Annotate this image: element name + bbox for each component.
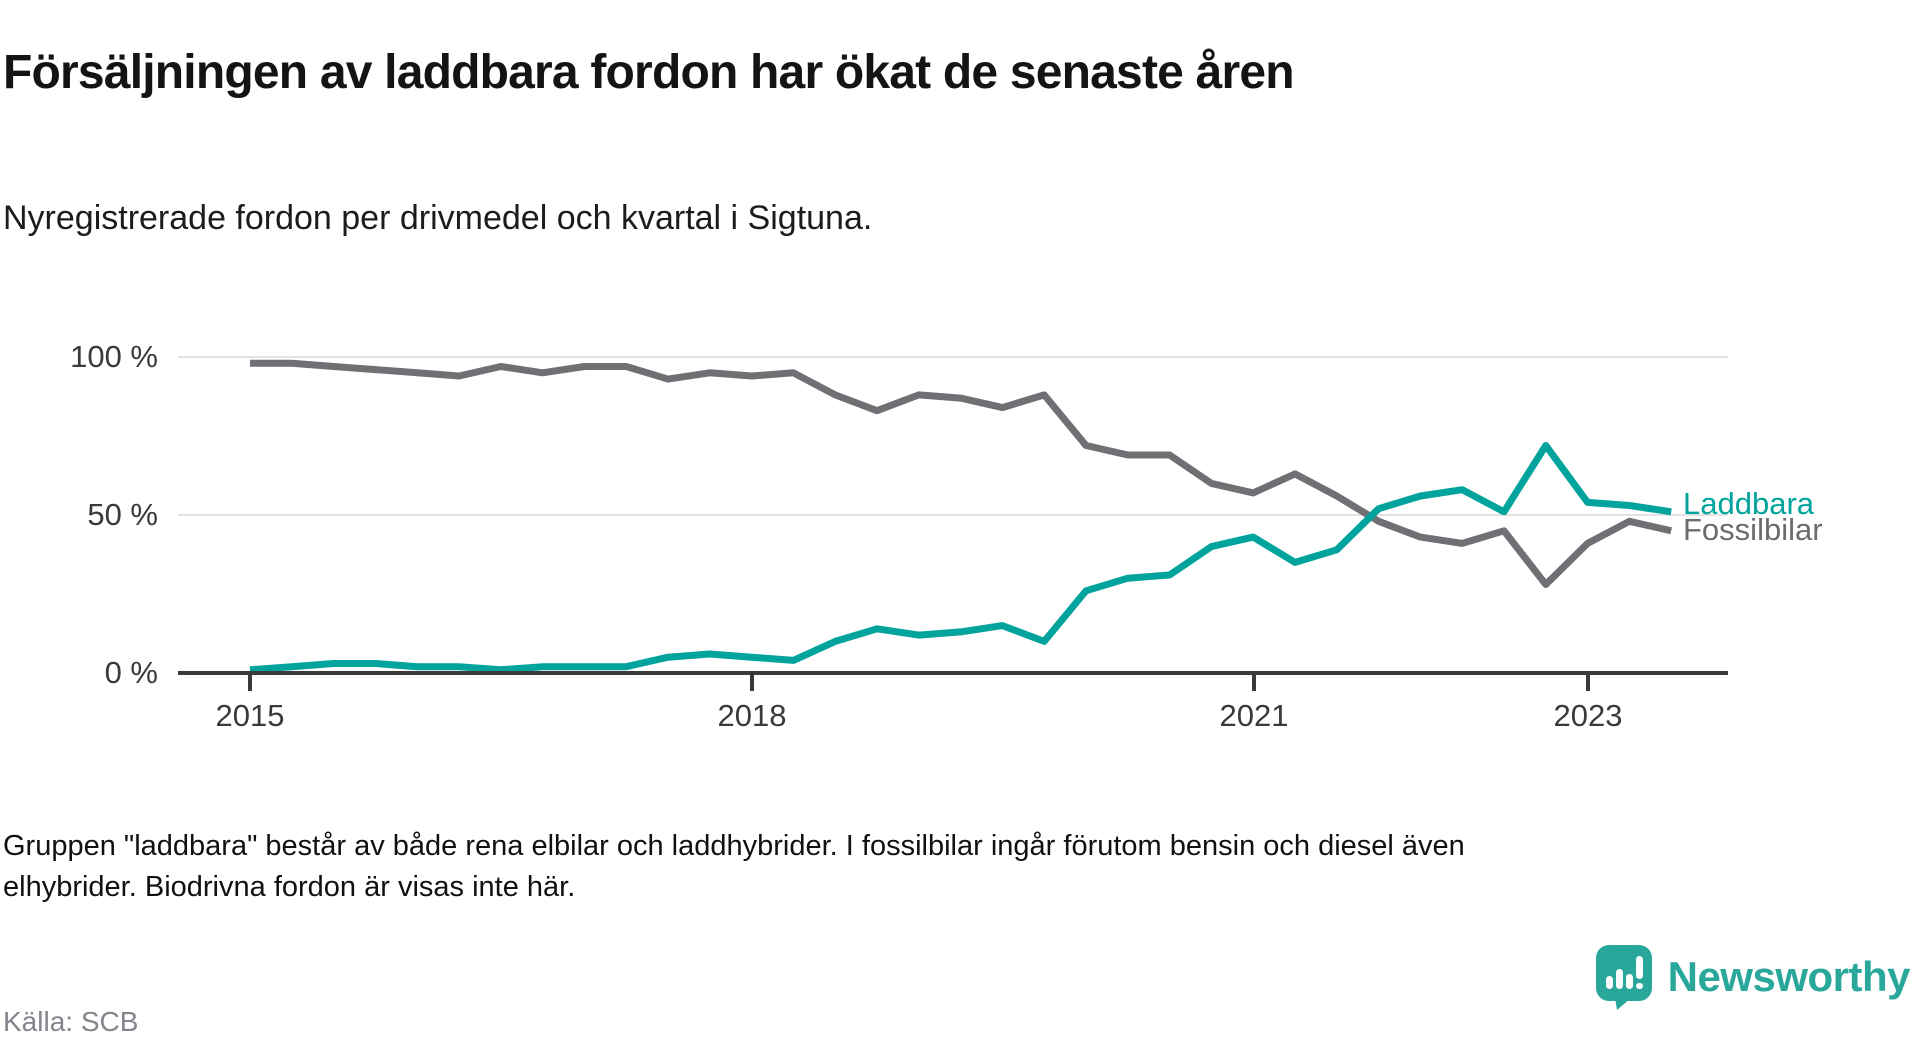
x-axis-label-2021: 2021 <box>1219 698 1289 733</box>
newsworthy-logo-icon <box>1595 945 1652 1010</box>
logo-bubble <box>1595 945 1652 1001</box>
logo-bar-2 <box>1615 969 1623 989</box>
fossilbilar-line <box>250 359 1672 588</box>
page-title: Försäljningen av laddbara fordon har öka… <box>3 46 1295 100</box>
source-attribution: Källa: SCB <box>3 1006 139 1037</box>
y-axis-label-50: 50 % <box>87 497 158 532</box>
newsworthy-logo-text: Newsworthy <box>1667 953 1911 1000</box>
logo-bar-1 <box>1605 976 1613 989</box>
chart-subtitle: Nyregistrerade fordon per drivmedel och … <box>3 199 873 237</box>
laddbara-line <box>249 442 1672 674</box>
x-axis-label-2023: 2023 <box>1553 698 1623 733</box>
logo-bubble-tail <box>1614 998 1631 1010</box>
legend-label-laddbara: Laddbara <box>1683 486 1815 521</box>
chart-plot-area <box>178 356 1728 691</box>
logo-exclamation-dot <box>1635 983 1643 989</box>
x-axis-label-2018: 2018 <box>717 698 787 733</box>
logo-bar-3 <box>1625 974 1633 989</box>
newsworthy-logo: Newsworthy <box>1595 944 1911 1010</box>
infographic-canvas: { "title": "Försäljningen av laddbara fo… <box>0 46 1920 1037</box>
logo-exclamation-stem <box>1635 956 1643 979</box>
line-chart: 100 % 50 % 0 % 2015 2018 2021 2023 Laddb… <box>0 250 1920 770</box>
x-axis-label-2015: 2015 <box>215 698 285 733</box>
y-axis-label-100: 100 % <box>70 339 158 374</box>
legend-label-fossilbilar: Fossilbilar <box>1683 512 1823 547</box>
chart-footnote: Gruppen "laddbara" består av både rena e… <box>3 830 1465 903</box>
y-axis-label-0: 0 % <box>104 655 158 690</box>
